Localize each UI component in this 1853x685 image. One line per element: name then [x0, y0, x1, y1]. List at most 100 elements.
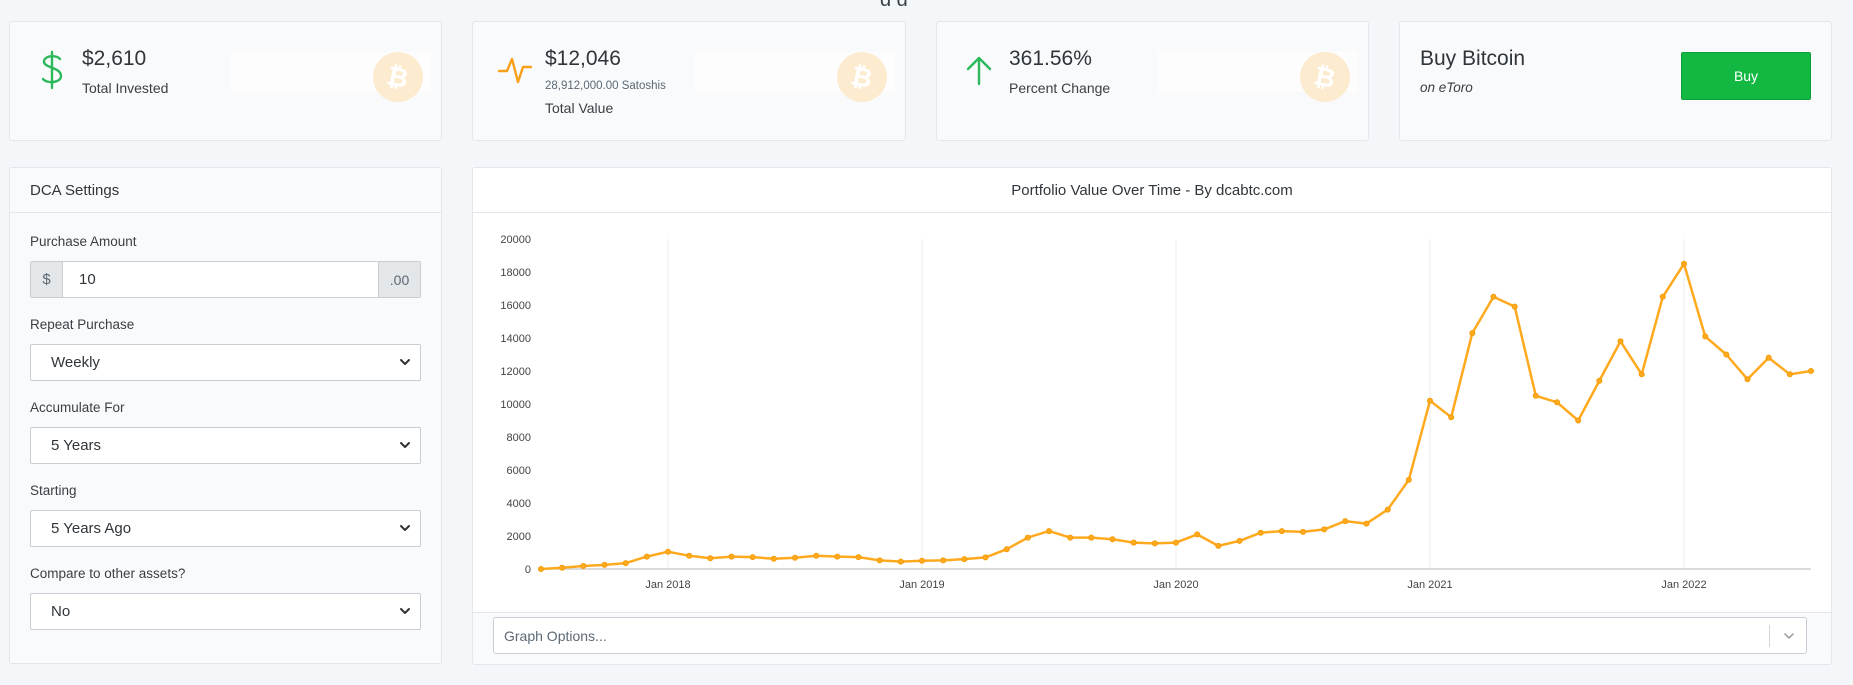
chevron-down-icon: [400, 442, 410, 448]
data-point: [1109, 536, 1116, 543]
data-point: [855, 554, 862, 561]
y-tick-label: 8000: [507, 432, 531, 444]
data-point: [1278, 528, 1285, 535]
repeat-purchase-value: Weekly: [51, 354, 100, 371]
compare-assets-label: Compare to other assets?: [30, 566, 186, 581]
data-point: [1532, 392, 1539, 399]
compare-assets-select[interactable]: No: [30, 593, 421, 630]
data-point: [1173, 539, 1180, 546]
data-point: [1300, 528, 1307, 535]
percent-change-label: Percent Change: [1009, 80, 1111, 96]
x-tick-label: Jan 2020: [1153, 579, 1198, 591]
data-point: [1427, 397, 1434, 404]
y-tick-label: 10000: [500, 399, 531, 411]
data-point: [1003, 546, 1010, 553]
portfolio-chart-panel: Portfolio Value Over Time - By dcabtc.co…: [472, 167, 1832, 665]
data-point: [1638, 371, 1645, 378]
data-point: [1130, 539, 1137, 546]
dca-settings-panel: DCA Settings Purchase Amount $ 10 .00 Re…: [9, 167, 442, 664]
select-divider: [1769, 625, 1770, 647]
cents-suffix: .00: [378, 262, 420, 297]
data-point: [876, 557, 883, 564]
bitcoin-icon: ₿: [373, 52, 423, 102]
data-point: [940, 557, 947, 564]
header-fragment-text: ɡ ɡ: [880, 0, 908, 6]
y-tick-label: 20000: [500, 234, 531, 246]
data-point: [1511, 303, 1518, 310]
dca-settings-title: DCA Settings: [10, 168, 441, 213]
data-point: [897, 558, 904, 565]
data-point: [1575, 417, 1582, 424]
data-point: [749, 554, 756, 561]
repeat-purchase-select[interactable]: Weekly: [30, 344, 421, 381]
graph-options-select[interactable]: Graph Options...: [493, 617, 1807, 654]
purchase-amount-input[interactable]: 10: [79, 271, 96, 288]
compare-assets-value: No: [51, 603, 71, 620]
chart-area: Jan 2018 Jan 2019 Jan 2020 Jan 2021 Jan 2022…: [473, 213, 1831, 613]
data-point: [1681, 260, 1688, 267]
y-tick-label: 16000: [500, 300, 531, 312]
data-point: [559, 564, 566, 571]
starting-value: 5 Years Ago: [51, 520, 132, 537]
chevron-down-icon: [400, 525, 410, 531]
data-point: [1363, 520, 1370, 527]
data-point: [834, 553, 841, 560]
data-point: [813, 552, 820, 559]
data-point: [707, 555, 714, 562]
data-point: [538, 565, 545, 572]
starting-label: Starting: [30, 483, 77, 498]
y-tick-label: 6000: [507, 465, 531, 477]
data-point: [1342, 518, 1349, 525]
starting-select[interactable]: 5 Years Ago: [30, 510, 421, 547]
buy-bitcoin-title: Buy Bitcoin: [1420, 47, 1526, 70]
data-point: [580, 562, 587, 569]
data-point: [1554, 399, 1561, 406]
data-point: [1067, 534, 1074, 541]
data-point: [1088, 534, 1095, 541]
data-point: [1194, 531, 1201, 538]
data-point: [791, 554, 798, 561]
data-point: [1257, 529, 1264, 536]
accumulate-for-select[interactable]: 5 Years: [30, 427, 421, 464]
chevron-down-icon: [400, 359, 410, 365]
data-point: [686, 552, 693, 559]
total-value-label: Total Value: [545, 100, 614, 116]
data-point: [1659, 293, 1666, 300]
pulse-icon: [495, 50, 535, 90]
data-point: [1321, 526, 1328, 533]
data-point: [1384, 506, 1391, 513]
x-tick-label: Jan 2022: [1661, 579, 1706, 591]
total-value-value: $12,046: [545, 47, 621, 70]
x-tick-label: Jan 2018: [645, 579, 690, 591]
total-invested-card: $2,610 Total Invested ₿: [9, 21, 442, 141]
buy-button[interactable]: Buy: [1681, 52, 1811, 100]
data-point: [664, 548, 671, 555]
x-tick-label: Jan 2019: [899, 579, 944, 591]
y-tick-label: 0: [525, 564, 531, 576]
data-point: [1744, 376, 1751, 383]
data-point: [1765, 354, 1772, 361]
data-point: [1024, 534, 1031, 541]
data-point: [728, 553, 735, 560]
y-tick-label: 18000: [500, 267, 531, 279]
data-point: [1723, 351, 1730, 358]
data-point: [1469, 330, 1476, 337]
y-tick-label: 2000: [507, 531, 531, 543]
header-fragment: ɡ ɡ: [0, 0, 1853, 6]
accumulate-for-label: Accumulate For: [30, 400, 125, 415]
data-point: [1490, 293, 1497, 300]
y-tick-label: 4000: [507, 498, 531, 510]
data-point: [961, 556, 968, 563]
data-point: [982, 554, 989, 561]
data-point: [643, 553, 650, 560]
data-point: [1151, 540, 1158, 547]
currency-prefix: $: [31, 262, 63, 297]
buy-bitcoin-subtitle: on eToro: [1420, 80, 1473, 95]
purchase-amount-input-group: $ 10 .00: [30, 261, 421, 298]
data-point: [1596, 377, 1603, 384]
data-point: [1215, 542, 1222, 549]
accumulate-for-value: 5 Years: [51, 437, 102, 454]
buy-bitcoin-card: Buy Bitcoin on eToro Buy: [1399, 21, 1832, 141]
x-tick-label: Jan 2021: [1407, 579, 1452, 591]
bitcoin-icon: ₿: [837, 52, 887, 102]
